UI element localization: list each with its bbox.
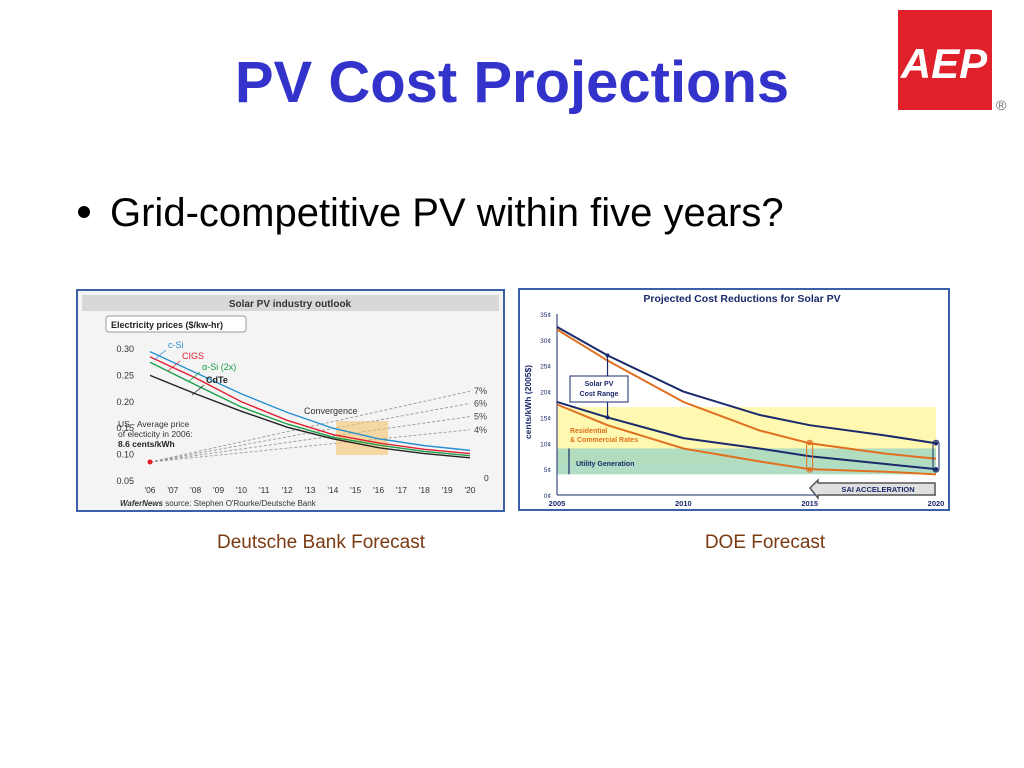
source-publication: WaferNews: [120, 499, 164, 508]
slide-title: PV Cost Projections: [234, 50, 790, 115]
cost-range-label-2: Cost Range: [580, 391, 619, 398]
y-tick-0: 0¢: [544, 493, 552, 500]
chart1-ylabel-box: [105, 315, 247, 333]
x-tick-2009: '09: [213, 485, 224, 495]
x-tick-2020: 2020: [928, 499, 945, 508]
bullet-text: Grid-competitive PV within five years?: [110, 191, 784, 235]
doe-chart: Projected Cost Reductions for Solar PV c…: [518, 288, 950, 511]
sai-2015-bracket: [806, 439, 814, 473]
registered-mark: ®: [996, 97, 1007, 113]
grid-rate-label-4: 4%: [474, 425, 487, 435]
y-tick-30: 30¢: [540, 338, 551, 345]
chart1-title: Solar PV industry outlook: [229, 299, 352, 310]
cost-range-bottom-marker: [605, 415, 610, 420]
x-tick-2006: '06: [144, 485, 155, 495]
us-price-line3: 8.6 cents/kWh: [118, 439, 175, 449]
y-tick-0-25: 0.25: [116, 370, 134, 380]
y-tick-0-20: 0.20: [116, 397, 134, 407]
us-price-line2: of electicity in 2006:: [118, 429, 193, 439]
target-2020-upper-marker: [933, 441, 939, 446]
legend-leader-cdte: [191, 384, 205, 396]
us-price-dot: [147, 459, 153, 465]
x-tick-2016: '16: [373, 485, 384, 495]
grid-rate-label-5: 5%: [474, 412, 487, 422]
x-tick-2020: '20: [464, 485, 475, 495]
deutsche-bank-chart-svg: Solar PV industry outlook Electricity pr…: [78, 291, 503, 510]
sai-acceleration-arrow: [808, 478, 936, 501]
y-tick-0-30: 0.30: [116, 344, 134, 354]
cost-range-label-1: Solar PV: [585, 381, 614, 388]
grid-rate-line-4: [149, 429, 471, 463]
aep-logo: AEP ®: [898, 10, 1007, 113]
chart1-ylabel: Electricity prices ($/kw-hr): [111, 320, 223, 330]
legend-label-cigs: CIGS: [182, 351, 204, 361]
legend-label-c-si: c-Si: [168, 340, 184, 350]
cost-range-top-marker: [605, 353, 610, 358]
residential-band-label-1: Residential: [570, 428, 607, 435]
y-tick-10: 10¢: [540, 441, 551, 448]
x-tick-2017: '17: [396, 485, 407, 495]
x-tick-2015: '15: [350, 485, 361, 495]
series-line-lower-orange: [556, 403, 937, 476]
logo-background: [898, 10, 992, 110]
x-tick-2005: 2005: [549, 499, 566, 508]
deutsche-bank-chart: Solar PV industry outlook Electricity pr…: [76, 289, 505, 512]
caption-doe: DOE Forecast: [704, 532, 826, 553]
chart2-title: Projected Cost Reductions for Solar PV: [643, 293, 840, 305]
convergence-label: Convergence: [304, 406, 358, 416]
target-2020-bracket: [932, 439, 940, 473]
x-tick-2018: '18: [419, 485, 430, 495]
chart1-source: WaferNews source: Stephen O'Rourke/Deuts…: [120, 499, 317, 508]
x-tick-2010: '10: [236, 485, 247, 495]
x-tick-2008: '08: [190, 485, 201, 495]
sai-2015-lower-marker: [807, 467, 812, 472]
series-line-c-si: [149, 351, 471, 452]
bullet-dot-icon: [78, 206, 90, 219]
legend-leader-si-2x: [187, 371, 201, 383]
y-tick-20: 20¢: [540, 390, 551, 397]
x-tick-2010: 2010: [675, 499, 692, 508]
x-tick-2011: '11: [259, 485, 270, 495]
legend-leader-cigs: [167, 360, 181, 372]
x-tick-2019: '19: [442, 485, 453, 495]
y-tick-5: 5¢: [544, 467, 552, 474]
convergence-highlight: [336, 421, 388, 455]
y-tick-15: 15¢: [540, 415, 551, 422]
legend-label-si-2x: α-Si (2x): [202, 362, 236, 372]
cost-range-box: [569, 375, 629, 403]
grid-rate-line-5: [149, 416, 471, 463]
x-tick-2012: '12: [282, 485, 293, 495]
series-line-si-2x: [149, 361, 471, 457]
y-tick-35: 35¢: [540, 312, 551, 319]
grid-rate-label-6: 6%: [474, 398, 487, 408]
y-tick-25: 25¢: [540, 364, 551, 371]
chart1-title-bar: [82, 295, 499, 311]
bullet-item: Grid-competitive PV within five years?: [78, 188, 784, 238]
us-price-line1: US - Average price: [118, 419, 189, 429]
series-line-cdte: [149, 374, 471, 459]
y-tick-0-05: 0.05: [116, 476, 134, 486]
caption-deutsche-bank: Deutsche Bank Forecast: [216, 532, 426, 553]
doe-chart-svg: Projected Cost Reductions for Solar PV c…: [520, 290, 948, 509]
series-line-cigs: [149, 356, 471, 455]
logo-text: AEP: [900, 40, 988, 87]
x-tick-2014: '14: [327, 485, 338, 495]
y-tick-0-15: 0.15: [116, 423, 134, 433]
target-2020-lower-marker: [933, 466, 939, 472]
legend-leader-c-si: [153, 349, 167, 361]
sai-2015-upper-marker: [807, 441, 812, 446]
chart2-ylabel: cents/kWh (2005$): [523, 365, 533, 439]
x-tick-2013: '13: [304, 485, 315, 495]
sai-acceleration-label: SAI ACCELERATION: [841, 485, 914, 494]
y-tick-0-10: 0.10: [116, 450, 134, 460]
right-axis-zero: 0: [484, 473, 489, 483]
source-credit: source: Stephen O'Rourke/Deutsche Bank: [163, 499, 317, 508]
x-tick-2015: 2015: [801, 499, 818, 508]
legend-label-cdte: CdTe: [206, 375, 228, 385]
utility-band-label: Utility Generation: [576, 461, 634, 468]
residential-band-label-2: & Commercial Rates: [570, 437, 638, 444]
grid-rate-label-7: 7%: [474, 386, 487, 396]
x-tick-2007: '07: [167, 485, 178, 495]
